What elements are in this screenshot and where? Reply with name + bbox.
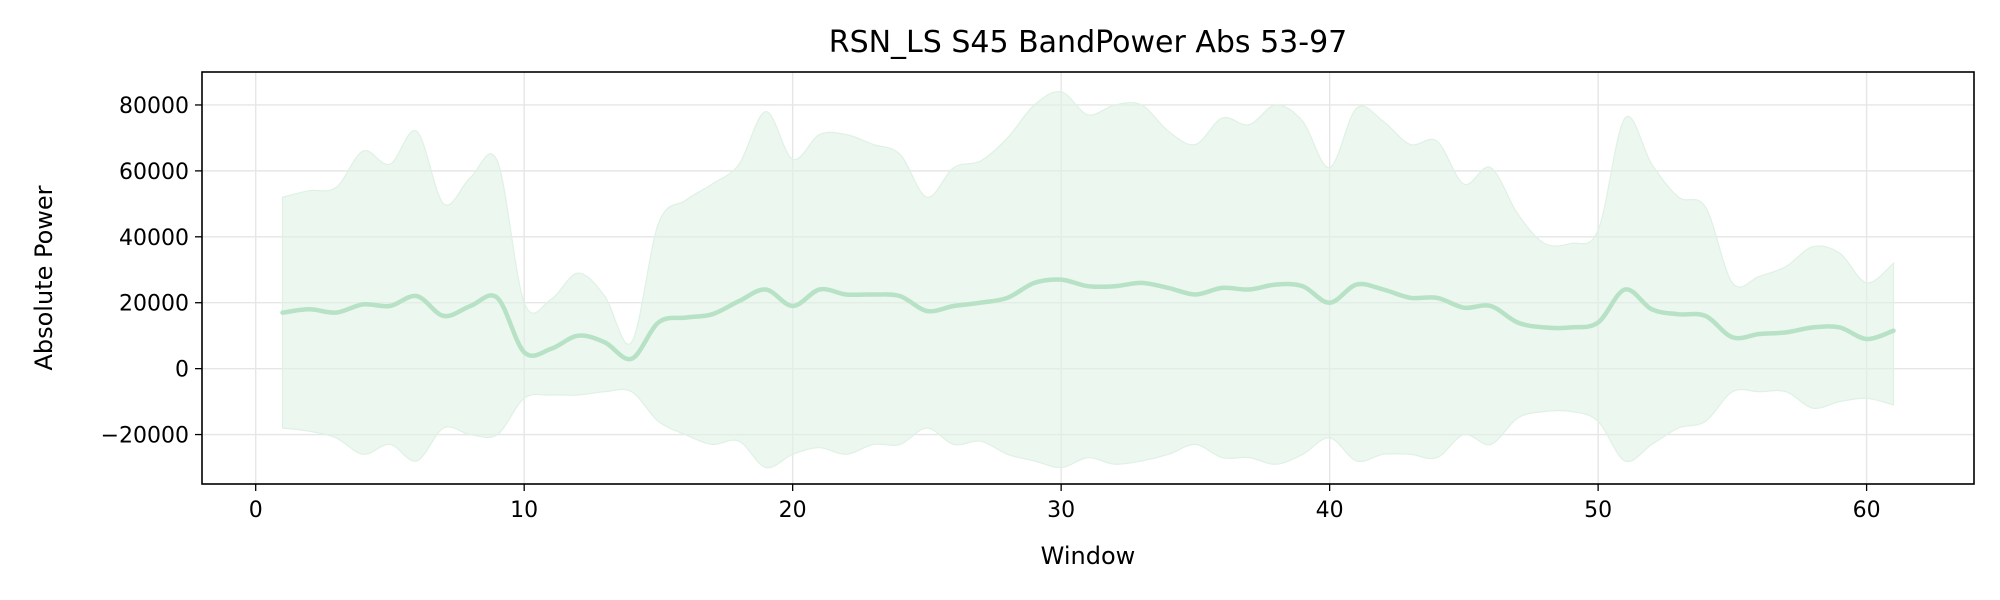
mean-line <box>280 277 1896 362</box>
x-axis-label: Window <box>1041 542 1136 570</box>
x-tick-label: 30 <box>1047 498 1075 523</box>
y-tick-label: 20000 <box>119 292 189 317</box>
line-layer <box>280 277 1896 362</box>
band-layer <box>281 90 1895 469</box>
chart-title: RSN_LS S45 BandPower Abs 53-97 <box>829 25 1348 60</box>
y-axis-label: Absolute Power <box>30 185 58 370</box>
x-tick-label: 0 <box>249 498 263 523</box>
std-band <box>281 90 1895 469</box>
y-tick-label: 0 <box>175 358 189 383</box>
x-tick-label: 60 <box>1853 498 1881 523</box>
y-tick-label: −20000 <box>101 424 189 449</box>
x-tick-label: 40 <box>1316 498 1344 523</box>
x-tick-label: 10 <box>510 498 538 523</box>
y-axis-ticks: −20000 0 20000 40000 60000 80000 <box>101 94 202 449</box>
y-tick-label: 80000 <box>119 94 189 119</box>
y-tick-label: 40000 <box>119 226 189 251</box>
x-axis-ticks: 0 10 20 30 40 50 60 <box>249 484 1881 523</box>
x-tick-label: 20 <box>779 498 807 523</box>
plot-frame <box>201 71 1975 485</box>
y-tick-label: 60000 <box>119 160 189 185</box>
x-tick-label: 50 <box>1584 498 1612 523</box>
